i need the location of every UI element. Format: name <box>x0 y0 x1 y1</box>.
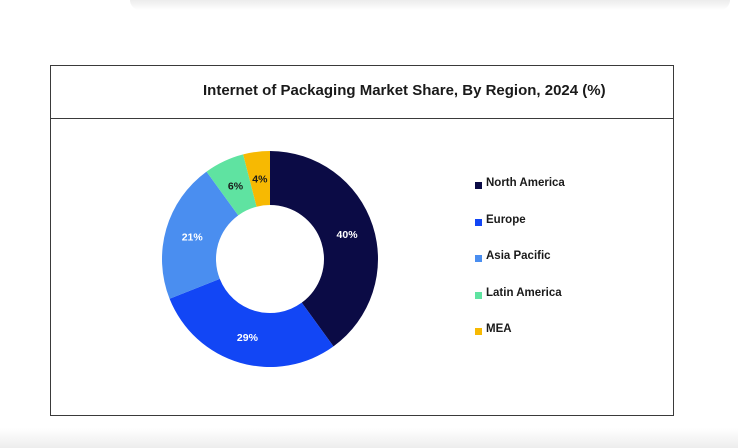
donut-slice-labels: 40% 29% 21% 6% 4% <box>182 174 358 344</box>
slice-label-europe: 29% <box>237 332 259 344</box>
legend-swatch-north-america <box>475 182 482 189</box>
slice-north-america <box>270 151 378 347</box>
legend-item-north-america: North America <box>475 177 565 214</box>
legend-item-mea: MEA <box>475 323 565 360</box>
slice-latin-america <box>206 154 257 216</box>
title-bar: Internet of Packaging Market Share, By R… <box>51 66 673 119</box>
slice-label-latin-america: 6% <box>228 181 244 193</box>
legend-label-asia-pacific: Asia Pacific <box>486 250 551 262</box>
legend-item-latin-america: Latin America <box>475 287 565 324</box>
legend-swatch-mea <box>475 328 482 335</box>
legend: North America Europe Asia Pacific Latin Ame… <box>475 177 565 360</box>
legend-swatch-asia-pacific <box>475 255 482 262</box>
donut-slices <box>162 151 378 368</box>
legend-swatch-europe <box>475 218 482 226</box>
legend-item-europe: Europe <box>475 214 565 251</box>
slice-europe <box>169 278 334 368</box>
bottom-shadow <box>0 428 738 448</box>
slice-label-north-america: 40% <box>337 229 359 241</box>
slice-mea <box>243 151 270 207</box>
chart-frame: Internet of Packaging Market Share, By R… <box>50 65 674 416</box>
slice-label-asia-pacific: 21% <box>182 231 204 243</box>
chart-title: Internet of Packaging Market Share, By R… <box>203 82 606 99</box>
legend-label-mea: MEA <box>486 323 512 335</box>
legend-label-north-america: North America <box>486 177 565 189</box>
legend-label-latin-america: Latin America <box>486 286 562 299</box>
slice-asia-pacific <box>162 171 239 299</box>
legend-swatch-latin-america <box>475 291 482 299</box>
top-shadow <box>130 0 730 10</box>
donut-chart: 40% 29% 21% 6% 4% <box>162 151 378 368</box>
legend-item-asia-pacific: Asia Pacific <box>475 250 565 287</box>
slice-label-mea: 4% <box>252 174 268 186</box>
legend-label-europe: Europe <box>486 213 526 226</box>
